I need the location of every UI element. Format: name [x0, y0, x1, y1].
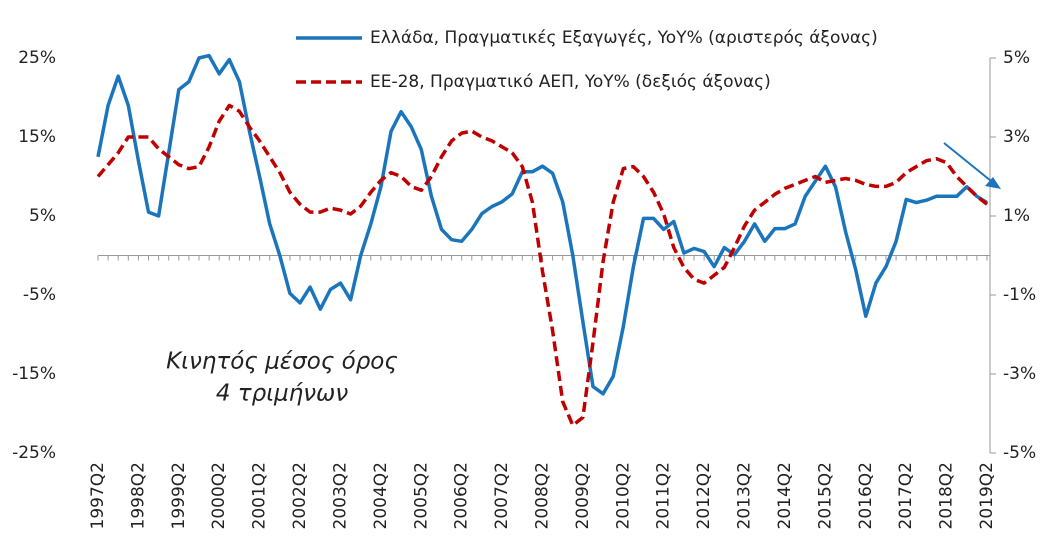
x-tick-label: 2005Q2	[411, 462, 431, 529]
x-tick-label: 1998Q2	[128, 462, 148, 529]
x-tick-label: 2017Q2	[896, 462, 916, 529]
x-tick-label: 2003Q2	[330, 462, 350, 529]
y-tick-label: 25%	[18, 48, 56, 68]
y2-tick-label: -5%	[1003, 443, 1036, 463]
x-tick-label: 2013Q2	[735, 462, 755, 529]
x-tick-label: 2004Q2	[371, 462, 391, 529]
x-tick-label: 2016Q2	[856, 462, 876, 529]
annotation: Κινητός μέσος όρος	[166, 349, 398, 375]
series-line	[96, 103, 989, 428]
annotation: 4 τριμήνων	[216, 381, 348, 407]
y-tick-label: 5%	[29, 206, 56, 226]
x-tick-label: 2006Q2	[452, 462, 472, 529]
legend-label: Ελλάδα, Πραγματικές Εξαγωγές, YoY% (αρισ…	[370, 28, 878, 48]
y2-tick-label: -3%	[1003, 364, 1036, 384]
y-tick-label: -15%	[12, 364, 56, 384]
x-tick-label: 2007Q2	[492, 462, 512, 529]
x-tick-label: 2011Q2	[654, 462, 674, 529]
x-tick-label: 2019Q2	[977, 462, 997, 529]
y2-tick-label: -1%	[1003, 285, 1036, 305]
x-tick-label: 2001Q2	[250, 462, 270, 529]
x-tick-label: 2015Q2	[815, 462, 835, 529]
y2-tick-label: 3%	[1003, 127, 1030, 147]
legend-label: ΕΕ-28, Πραγματικό ΑΕΠ, YoY% (δεξιός άξον…	[370, 72, 771, 92]
series-line	[96, 53, 988, 396]
y2-tick-label: 5%	[1003, 48, 1030, 68]
y2-tick-label: 1%	[1003, 206, 1030, 226]
y-tick-label: -25%	[12, 443, 56, 463]
x-tick-label: 2012Q2	[694, 462, 714, 529]
x-tick-label: 1997Q2	[88, 462, 108, 529]
arrow-head	[985, 177, 1001, 189]
arrow	[943, 142, 997, 186]
x-tick-label: 2014Q2	[775, 462, 795, 529]
x-tick-label: 2010Q2	[613, 462, 633, 529]
y-tick-label: -5%	[23, 285, 56, 305]
x-tick-label: 2000Q2	[209, 462, 229, 529]
y-tick-label: 15%	[18, 127, 56, 147]
x-tick-label: 1999Q2	[169, 462, 189, 529]
x-tick-label: 2008Q2	[533, 462, 553, 529]
x-tick-label: 2018Q2	[937, 462, 957, 529]
x-tick-label: 2009Q2	[573, 462, 593, 529]
x-tick-label: 2002Q2	[290, 462, 310, 529]
